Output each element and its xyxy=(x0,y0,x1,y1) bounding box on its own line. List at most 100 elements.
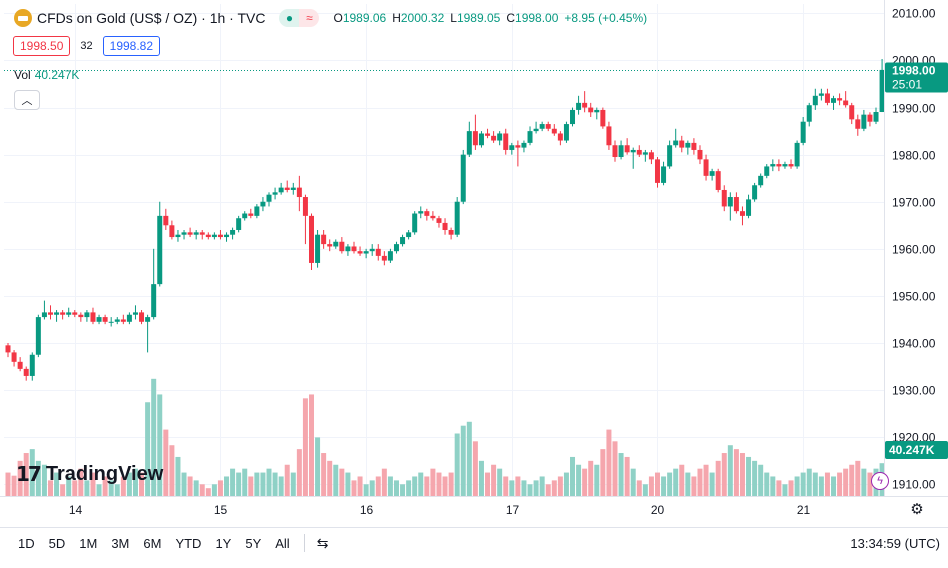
volume-bar xyxy=(563,472,569,496)
candle-body xyxy=(254,206,260,216)
volume-bar xyxy=(454,433,460,496)
candle-body xyxy=(539,124,545,129)
volume-bar xyxy=(503,476,509,496)
volume-bar xyxy=(35,460,41,496)
volume-bar xyxy=(600,449,606,496)
volume-bar xyxy=(126,472,132,496)
candle-body xyxy=(72,312,78,315)
volume-bar xyxy=(90,472,96,496)
candle-body xyxy=(703,159,709,176)
candle-body xyxy=(400,237,406,245)
candle-body xyxy=(642,152,648,155)
collapse-legend-button[interactable]: ︿ xyxy=(14,90,40,110)
candle-body xyxy=(387,251,393,261)
volume-value: 40.247K xyxy=(34,68,80,82)
y-tick-label: 1960.00 xyxy=(892,243,936,257)
range-1d-button[interactable]: 1D xyxy=(18,535,35,551)
candle-body xyxy=(327,244,333,247)
candle-body xyxy=(333,241,339,247)
volume-bar xyxy=(491,464,497,496)
buy-price-button[interactable]: 1998.82 xyxy=(102,36,161,56)
volume-bar xyxy=(642,484,648,496)
candle-body xyxy=(132,312,138,315)
volume-bar xyxy=(576,464,582,496)
volume-bar xyxy=(248,476,254,496)
lightning-icon[interactable]: ϟ xyxy=(871,472,889,490)
candle-body xyxy=(193,232,199,235)
candle-body xyxy=(211,234,217,238)
volume-bar xyxy=(96,484,102,496)
x-tick-label: 17 xyxy=(506,503,520,517)
candle-body xyxy=(54,312,60,315)
candle-body xyxy=(746,199,752,216)
range-5y-button[interactable]: 5Y xyxy=(245,535,262,551)
volume-tag-label: 40.247K xyxy=(889,443,935,457)
volume-bar xyxy=(442,476,448,496)
volume-bar xyxy=(770,476,776,496)
candle-body xyxy=(491,135,497,141)
symbol-title[interactable]: CFDs on Gold (US$ / OZ) · 1h · TVC xyxy=(37,10,266,26)
last-price-label: 1998.00 xyxy=(892,64,936,78)
volume-bar xyxy=(424,476,430,496)
candle-body xyxy=(29,354,35,376)
status-pill[interactable]: ● ≈ xyxy=(279,9,320,27)
candle-body xyxy=(837,98,843,101)
last-price-tag xyxy=(885,62,948,93)
range-3m-button[interactable]: 3M xyxy=(111,535,130,551)
volume-bar xyxy=(806,468,812,496)
volume-bar xyxy=(782,484,788,496)
x-tick-label: 20 xyxy=(651,503,665,517)
volume-bar xyxy=(418,472,424,496)
candle-body xyxy=(460,154,466,202)
high-label: H xyxy=(392,11,401,25)
wave-icon: ≈ xyxy=(299,9,320,27)
candle-body xyxy=(867,114,873,122)
volume-tag xyxy=(885,441,948,459)
candle-body xyxy=(120,319,126,322)
x-tick-label: 21 xyxy=(797,503,811,517)
candle-body xyxy=(302,197,308,216)
candle-body xyxy=(35,317,41,355)
volume-bar xyxy=(175,456,181,496)
volume-bar xyxy=(230,468,236,496)
low-label: L xyxy=(450,11,457,25)
settings-gear-icon[interactable]: ⚙ xyxy=(910,501,924,518)
volume-bar xyxy=(837,472,843,496)
volume-bar xyxy=(132,468,138,496)
volume-bar xyxy=(527,484,533,496)
candle-body xyxy=(224,234,230,238)
volume-bar xyxy=(648,476,654,496)
clock-timezone[interactable]: 13:34:59 (UTC) xyxy=(850,536,940,551)
volume-bar xyxy=(667,472,673,496)
range-all-button[interactable]: All xyxy=(275,535,290,551)
candle-body xyxy=(691,142,697,150)
candle-body xyxy=(800,121,806,143)
volume-bar xyxy=(357,476,363,496)
calendar-range-icon[interactable]: ⇆ xyxy=(316,534,329,551)
candle-body xyxy=(102,317,108,322)
candle-body xyxy=(381,255,387,261)
candle-body xyxy=(582,102,588,108)
range-ytd-button[interactable]: YTD xyxy=(175,535,202,551)
tradingview-logo[interactable]: 17 TradingView xyxy=(16,462,163,486)
volume-bar xyxy=(485,472,491,496)
candle-body xyxy=(673,140,679,146)
volume-bar xyxy=(618,453,624,496)
candle-body xyxy=(879,69,885,113)
range-6m-button[interactable]: 6M xyxy=(143,535,162,551)
candle-body xyxy=(509,145,515,150)
volume-bar xyxy=(339,468,345,496)
volume-bar xyxy=(108,480,114,496)
range-5d-button[interactable]: 5D xyxy=(48,535,66,551)
volume-bar xyxy=(66,476,72,496)
symbol-header: CFDs on Gold (US$ / OZ) · 1h · TVC ● ≈ O… xyxy=(14,9,647,27)
range-1y-button[interactable]: 1Y xyxy=(215,535,232,551)
volume-legend: Vol 40.247K xyxy=(14,68,79,82)
sell-price-button[interactable]: 1998.50 xyxy=(13,36,71,56)
volume-bar xyxy=(861,468,867,496)
candle-body xyxy=(818,93,824,96)
candle-body xyxy=(733,197,739,212)
range-1m-button[interactable]: 1M xyxy=(79,535,98,551)
volume-bar xyxy=(145,402,151,496)
